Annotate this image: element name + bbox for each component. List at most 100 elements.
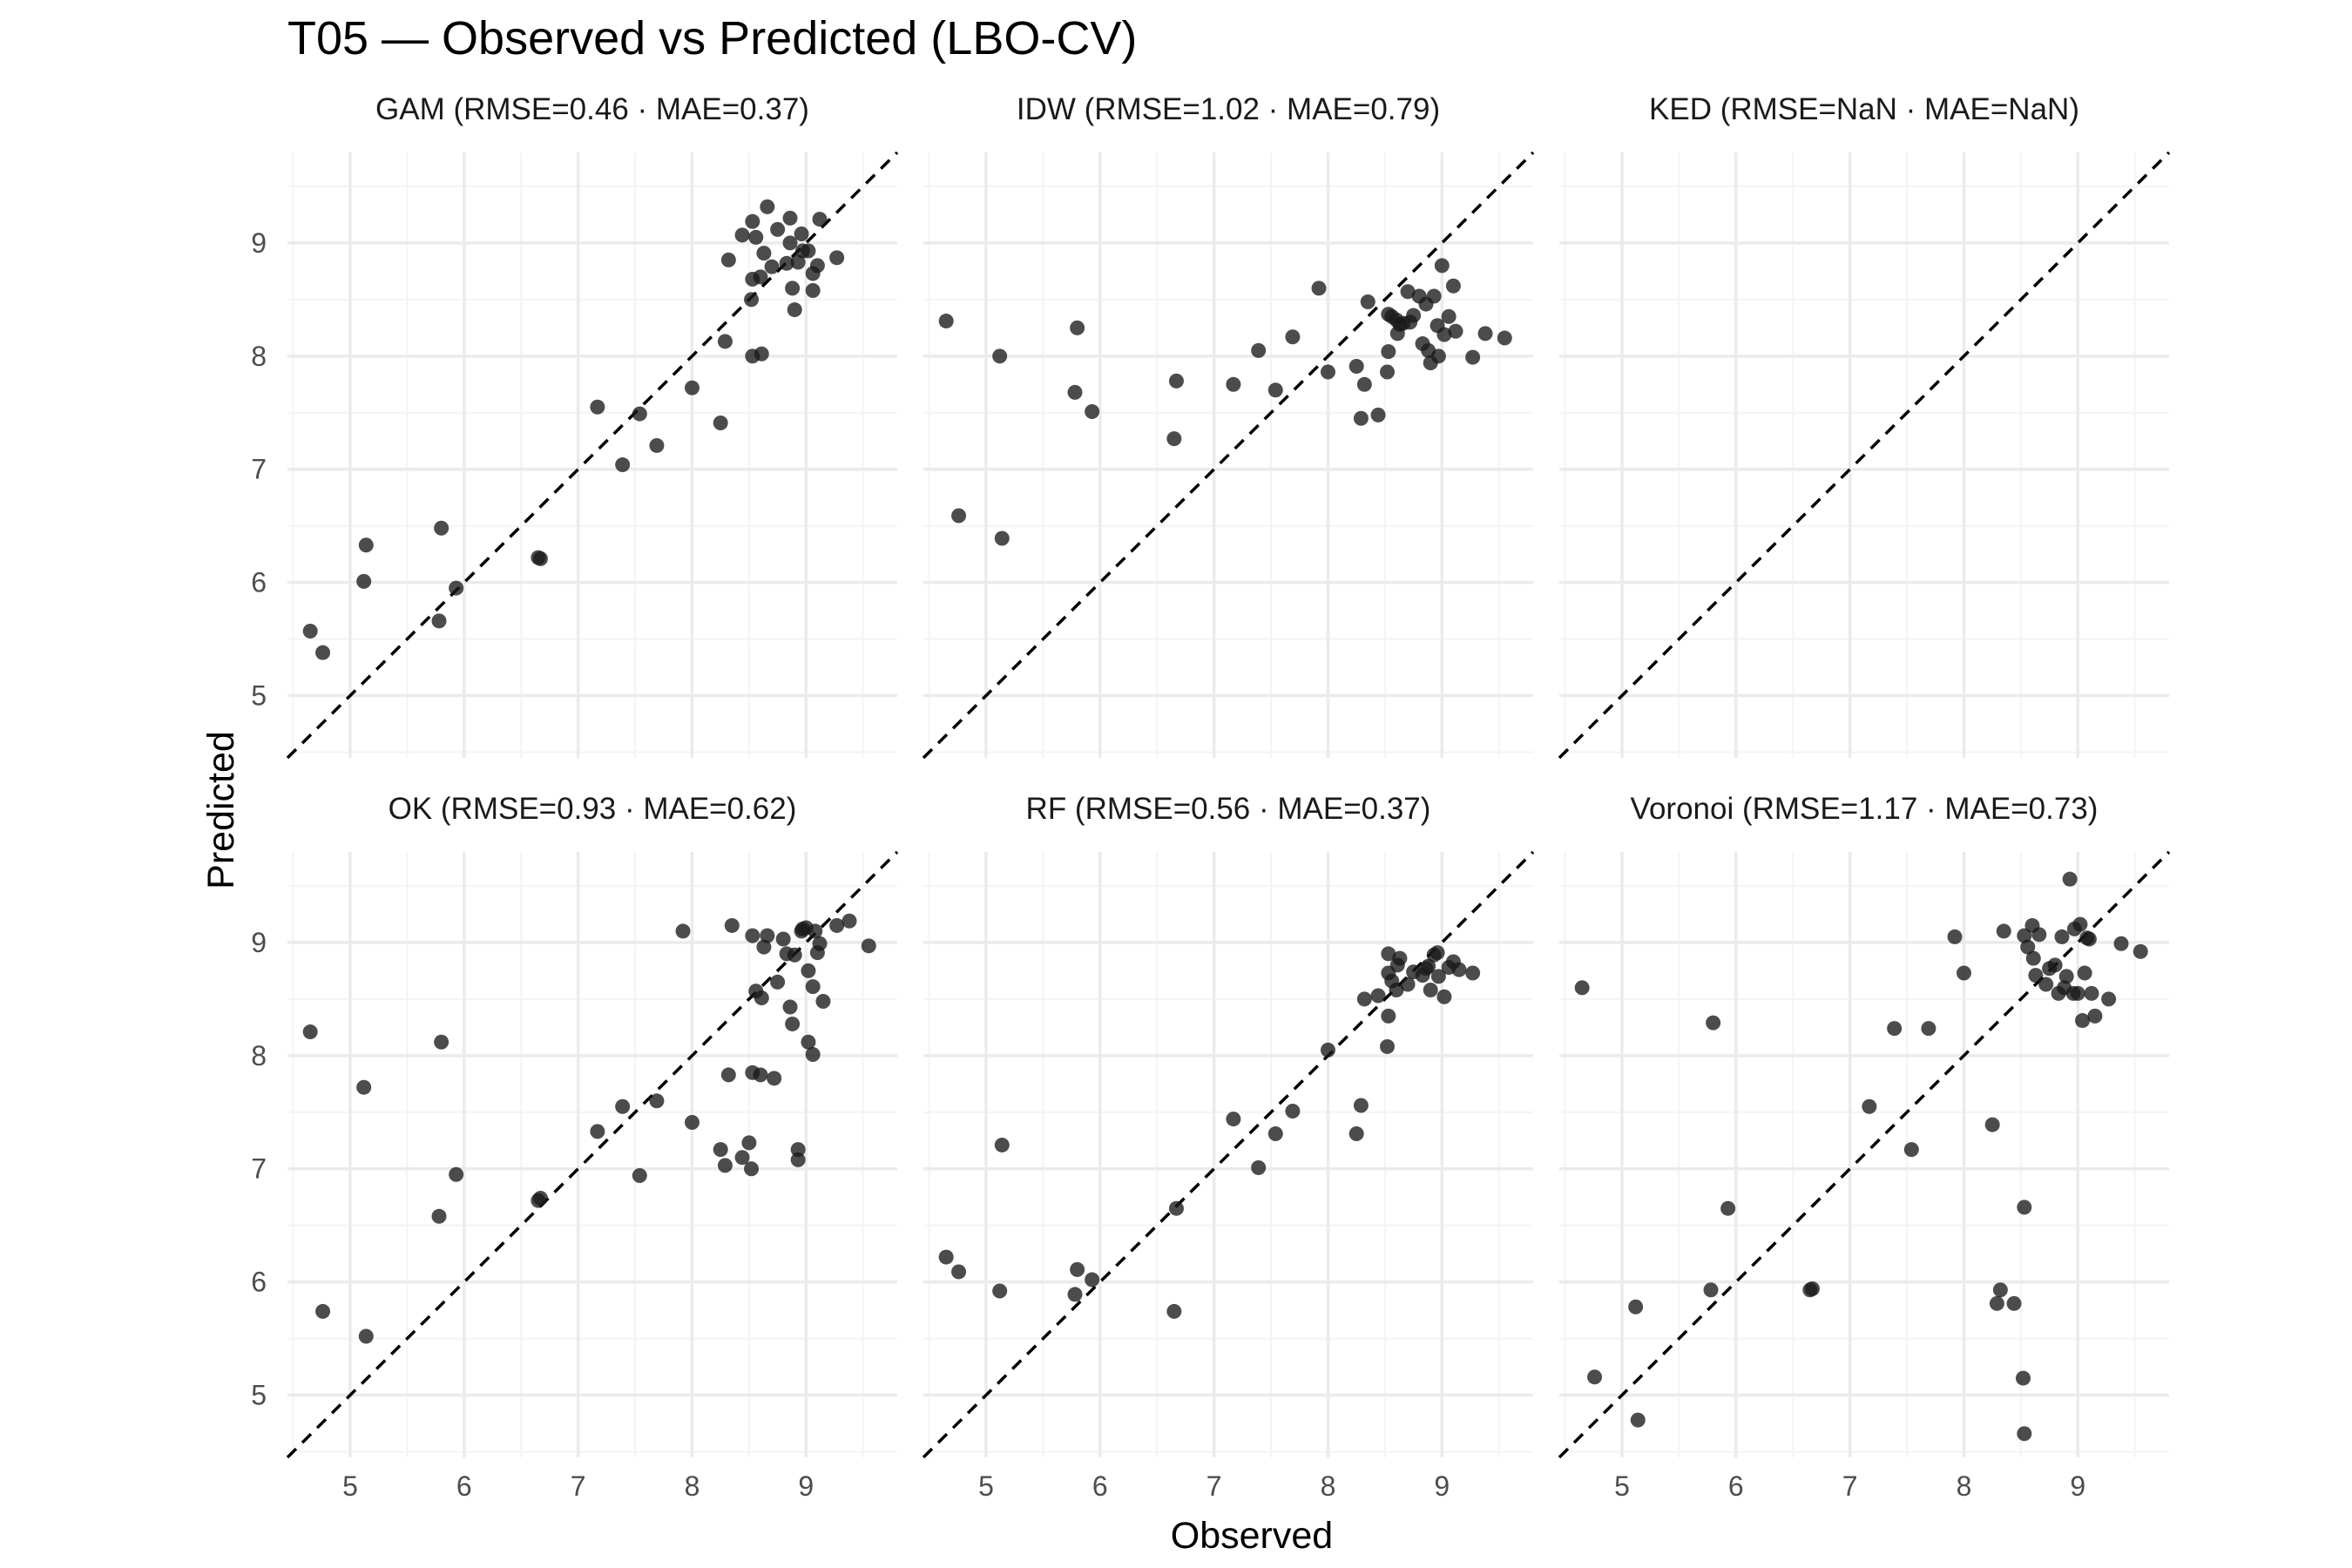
- y-tick-label: 6: [251, 567, 267, 598]
- data-point: [1226, 376, 1241, 392]
- y-tick-label: 8: [251, 341, 267, 372]
- data-point: [590, 399, 605, 415]
- data-point: [1067, 1287, 1083, 1302]
- data-point: [1400, 284, 1416, 300]
- data-point: [801, 1034, 816, 1050]
- data-point: [2017, 1200, 2032, 1215]
- data-point: [1423, 982, 1438, 997]
- data-point: [770, 974, 786, 990]
- data-point: [1947, 929, 1963, 944]
- data-point: [734, 1150, 750, 1166]
- data-point: [1430, 969, 1446, 984]
- data-point: [770, 221, 786, 237]
- data-point: [992, 1283, 1008, 1299]
- data-point: [951, 1264, 967, 1280]
- data-point: [785, 280, 801, 296]
- data-point: [2020, 939, 2036, 955]
- data-point: [1311, 280, 1327, 296]
- data-point: [767, 1071, 782, 1086]
- data-point: [1448, 323, 1463, 339]
- data-point: [815, 993, 831, 1009]
- data-point: [1380, 364, 1396, 380]
- data-point: [713, 1142, 728, 1158]
- data-point: [1370, 407, 1386, 422]
- data-point: [1381, 946, 1396, 962]
- x-axis-title: Observed: [1171, 1515, 1333, 1557]
- data-point: [1348, 1125, 1364, 1141]
- data-point: [1989, 1295, 2004, 1311]
- y-tick-label: 9: [251, 227, 267, 259]
- x-tick-label: 7: [571, 1470, 586, 1502]
- data-point: [532, 551, 548, 566]
- data-point: [1353, 1098, 1369, 1113]
- data-point: [1356, 376, 1372, 392]
- data-point: [2113, 936, 2129, 951]
- data-point: [938, 314, 954, 329]
- y-tick-label: 6: [251, 1267, 267, 1298]
- data-point: [756, 939, 772, 955]
- data-point: [861, 938, 876, 954]
- data-point: [801, 243, 816, 259]
- data-point: [787, 302, 802, 318]
- data-point: [938, 1249, 954, 1265]
- data-point: [1445, 278, 1461, 294]
- data-point: [951, 508, 967, 524]
- data-point: [748, 229, 764, 245]
- data-point: [1434, 258, 1450, 274]
- data-point: [1630, 1412, 1646, 1428]
- data-point: [1285, 1103, 1301, 1119]
- identity-reference-line: [922, 151, 1535, 760]
- data-point: [649, 437, 665, 453]
- x-tick-label: 5: [978, 1470, 994, 1502]
- data-point: [431, 613, 447, 629]
- data-point: [841, 913, 857, 929]
- data-point: [1251, 1159, 1267, 1175]
- data-point: [2047, 957, 2063, 973]
- data-point: [1587, 1369, 1603, 1385]
- data-point: [745, 213, 760, 229]
- data-point: [734, 227, 750, 243]
- panel-title: RF (RMSE=0.56 · MAE=0.37): [1026, 792, 1431, 826]
- data-point: [1085, 403, 1100, 419]
- data-point: [2025, 950, 2041, 966]
- data-point: [590, 1124, 605, 1139]
- data-point: [775, 931, 791, 947]
- data-point: [675, 923, 691, 939]
- data-point: [829, 250, 845, 266]
- data-point: [812, 212, 828, 227]
- data-point: [1996, 923, 2011, 939]
- facet-panel: KED (RMSE=NaN · MAE=NaN): [1558, 92, 2171, 760]
- data-point: [741, 1135, 757, 1151]
- data-point: [434, 520, 449, 536]
- data-point: [801, 963, 816, 978]
- data-point: [1465, 349, 1481, 365]
- data-point: [684, 380, 700, 395]
- x-tick-label: 8: [1321, 1470, 1336, 1502]
- data-point: [1320, 364, 1335, 380]
- data-point: [449, 1166, 464, 1182]
- data-point: [1436, 989, 1452, 1004]
- data-point: [1706, 1015, 1721, 1031]
- data-point: [1370, 988, 1386, 1004]
- data-point: [358, 537, 374, 553]
- data-point: [760, 199, 775, 214]
- data-point: [782, 210, 798, 226]
- x-tick-label: 9: [798, 1470, 814, 1502]
- data-point: [1429, 945, 1445, 961]
- data-point: [1085, 1272, 1100, 1288]
- data-point: [787, 947, 802, 963]
- data-point: [717, 1158, 733, 1173]
- data-point: [1067, 384, 1083, 400]
- data-point: [994, 531, 1010, 546]
- data-point: [2070, 985, 2085, 1001]
- x-tick-label: 6: [1728, 1470, 1744, 1502]
- facet-panel: GAM (RMSE=0.46 · MAE=0.37) 5 6 7 8 9: [251, 92, 899, 760]
- data-point: [1451, 962, 1467, 977]
- data-point: [1267, 1125, 1283, 1141]
- data-point: [1477, 326, 1493, 341]
- data-point: [2038, 977, 2054, 992]
- data-point: [356, 573, 372, 589]
- data-point: [632, 406, 647, 422]
- data-point: [744, 292, 760, 308]
- data-point: [809, 258, 825, 274]
